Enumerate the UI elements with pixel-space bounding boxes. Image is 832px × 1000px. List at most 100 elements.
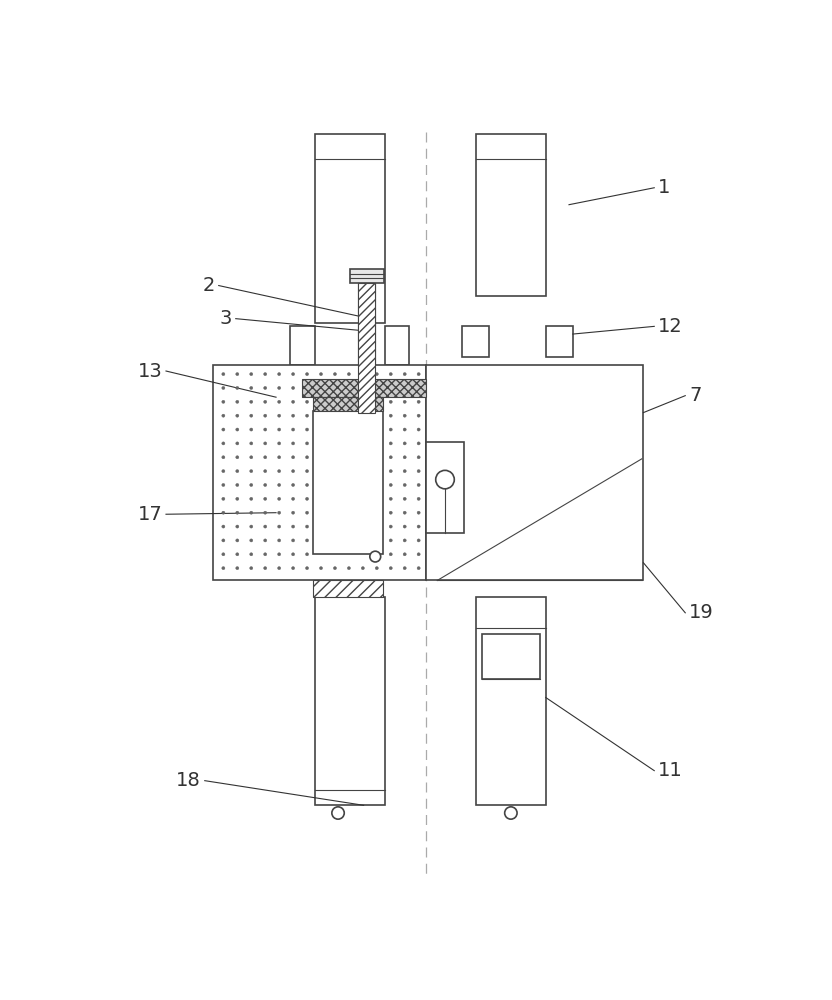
Circle shape [278,414,280,417]
Circle shape [250,511,253,514]
Circle shape [305,470,309,473]
Circle shape [417,400,420,403]
Bar [476,134,546,296]
Circle shape [347,567,350,570]
Circle shape [291,428,295,431]
Circle shape [291,442,295,445]
Circle shape [291,483,295,487]
Circle shape [291,400,295,403]
Circle shape [264,442,267,445]
Bar [314,134,384,323]
Circle shape [404,483,406,487]
Circle shape [361,373,364,376]
Circle shape [222,442,225,445]
Circle shape [250,386,253,389]
Circle shape [235,456,239,459]
Circle shape [404,553,406,556]
Circle shape [305,442,309,445]
Circle shape [250,567,253,570]
Circle shape [361,386,364,389]
Circle shape [389,400,393,403]
Circle shape [222,470,225,473]
Circle shape [235,511,239,514]
Circle shape [235,539,239,542]
Circle shape [222,567,225,570]
Circle shape [361,400,364,403]
Circle shape [404,567,406,570]
Text: 19: 19 [689,603,714,622]
Circle shape [235,553,239,556]
Circle shape [291,553,295,556]
Text: 11: 11 [658,761,683,780]
Bar [462,326,489,357]
Circle shape [404,525,406,528]
Circle shape [291,414,295,417]
Circle shape [305,373,309,376]
Text: 3: 3 [220,309,232,328]
Bar [427,365,643,580]
Circle shape [417,525,420,528]
Circle shape [222,483,225,487]
Circle shape [347,373,350,376]
Circle shape [305,525,309,528]
Circle shape [375,400,379,403]
Bar [359,283,375,413]
Circle shape [389,497,393,500]
Circle shape [278,373,280,376]
Circle shape [278,386,280,389]
Circle shape [278,483,280,487]
Circle shape [264,483,267,487]
Circle shape [417,414,420,417]
Circle shape [264,386,267,389]
Circle shape [264,428,267,431]
Circle shape [404,470,406,473]
Circle shape [222,539,225,542]
Circle shape [404,456,406,459]
Circle shape [264,400,267,403]
Circle shape [389,470,393,473]
Circle shape [334,386,336,389]
Circle shape [319,400,323,403]
Circle shape [235,373,239,376]
Circle shape [291,386,295,389]
Circle shape [264,414,267,417]
Circle shape [305,400,309,403]
Circle shape [250,373,253,376]
Bar [212,365,427,580]
Circle shape [305,428,309,431]
Text: 18: 18 [176,771,201,790]
Circle shape [264,470,267,473]
Circle shape [389,539,393,542]
Circle shape [334,567,336,570]
Circle shape [505,807,517,819]
Bar [483,634,539,679]
Circle shape [291,567,295,570]
Circle shape [278,497,280,500]
Circle shape [235,525,239,528]
Circle shape [319,386,323,389]
Circle shape [235,567,239,570]
Circle shape [417,553,420,556]
Bar [314,580,383,597]
Circle shape [278,539,280,542]
Bar [302,379,427,397]
Circle shape [291,470,295,473]
Circle shape [222,428,225,431]
Circle shape [332,807,344,819]
Circle shape [250,414,253,417]
Circle shape [417,470,420,473]
Circle shape [235,414,239,417]
Circle shape [222,386,225,389]
Circle shape [370,551,381,562]
Bar [546,326,573,357]
Circle shape [264,511,267,514]
Circle shape [222,525,225,528]
Circle shape [375,386,379,389]
Circle shape [291,511,295,514]
Circle shape [305,386,309,389]
Bar [427,442,463,533]
Circle shape [361,567,364,570]
Circle shape [417,442,420,445]
Circle shape [278,456,280,459]
Circle shape [250,456,253,459]
